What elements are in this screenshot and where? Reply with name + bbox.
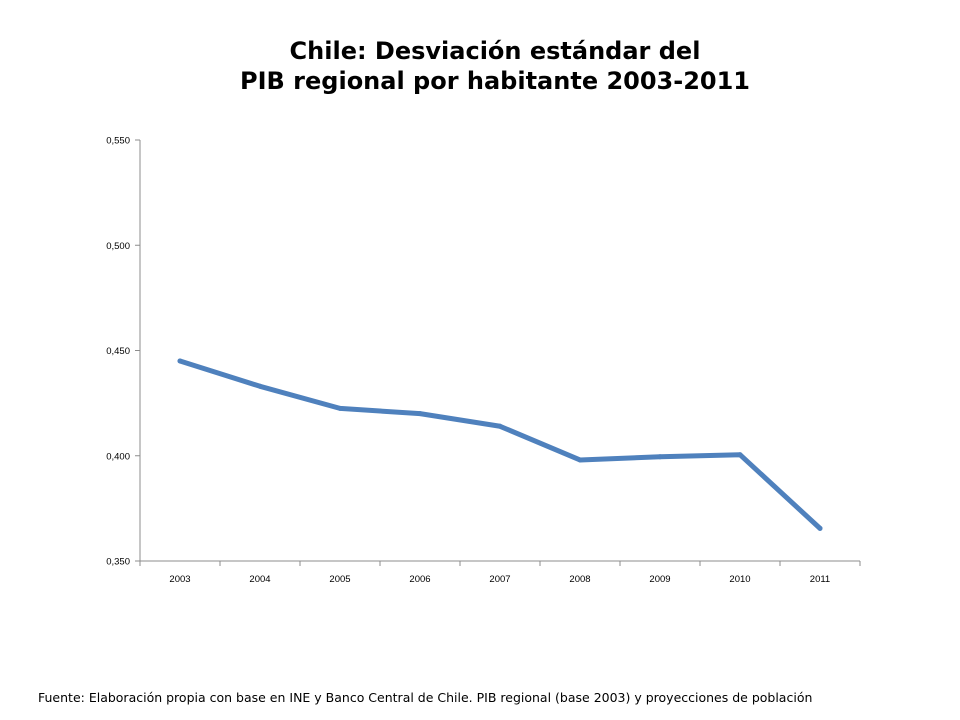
- series-group: [177, 358, 823, 531]
- x-axis-ticks: 2003 2004 2005 2006 2007 2008 2009 2010 2011: [139, 561, 861, 585]
- x-tick-label: 2008: [569, 574, 590, 585]
- data-point: [497, 423, 503, 429]
- data-point: [817, 525, 823, 531]
- series-line: [177, 358, 823, 531]
- data-point: [177, 358, 183, 364]
- x-tick-label: 2005: [329, 574, 350, 585]
- y-tick-label: 0,450: [106, 346, 130, 357]
- chart-title: Chile: Desviación estándar del PIB regio…: [0, 36, 960, 96]
- y-tick-label: 0,350: [106, 557, 130, 568]
- x-tick-label: 2003: [169, 574, 190, 585]
- data-point: [337, 405, 343, 411]
- data-point: [257, 383, 263, 389]
- y-axis-ticks: 0,350 0,400 0,450 0,500 0,550: [106, 136, 140, 568]
- data-point: [657, 454, 663, 460]
- chart-axes: [139, 140, 860, 562]
- data-point: [417, 411, 423, 417]
- x-tick-label: 2004: [249, 574, 270, 585]
- source-note: Fuente: Elaboración propia con base en I…: [38, 690, 813, 705]
- chart-title-line-2: PIB regional por habitante 2003-2011: [240, 67, 750, 95]
- y-tick-label: 0,400: [106, 451, 130, 462]
- y-tick-label: 0,550: [106, 136, 130, 147]
- data-point: [577, 457, 583, 463]
- x-tick-label: 2011: [810, 574, 830, 585]
- y-tick-label: 0,500: [106, 241, 130, 252]
- x-tick-label: 2007: [489, 574, 510, 585]
- chart-title-line-1: Chile: Desviación estándar del: [289, 37, 701, 65]
- x-tick-label: 2010: [729, 574, 750, 585]
- x-tick-label: 2009: [649, 574, 670, 585]
- data-point: [737, 452, 743, 458]
- x-tick-label: 2006: [409, 574, 430, 585]
